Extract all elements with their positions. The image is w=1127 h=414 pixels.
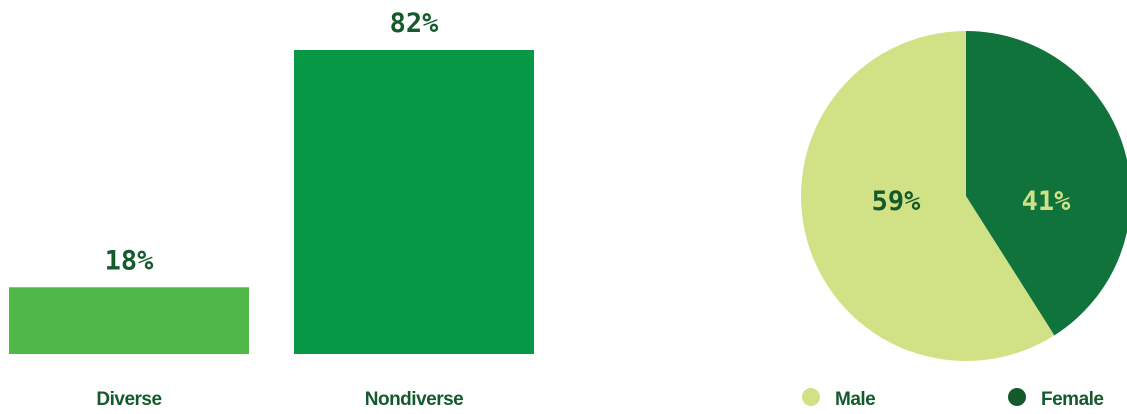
bar-chart: 18% Diverse 82% Nondiverse xyxy=(9,8,534,410)
bar-nondiverse xyxy=(294,50,534,354)
bar-value-label: 18% xyxy=(105,245,155,276)
legend-label: Female xyxy=(1041,389,1103,410)
legend-marker-male xyxy=(802,388,820,406)
legend-marker-female xyxy=(1008,388,1026,406)
bar-value-label: 82% xyxy=(390,8,440,39)
pie-value-label: 59% xyxy=(872,186,922,217)
legend-label: Male xyxy=(835,389,875,410)
pie-slice-female xyxy=(966,31,1127,336)
bar-diverse xyxy=(9,287,249,354)
pie-chart: 59% 41% Male Female xyxy=(800,31,1127,410)
bar-category-label: Diverse xyxy=(96,389,161,410)
pie-slice-male xyxy=(800,31,1055,361)
pie-value-label: 41% xyxy=(1022,186,1072,217)
bar-category-label: Nondiverse xyxy=(365,389,463,410)
